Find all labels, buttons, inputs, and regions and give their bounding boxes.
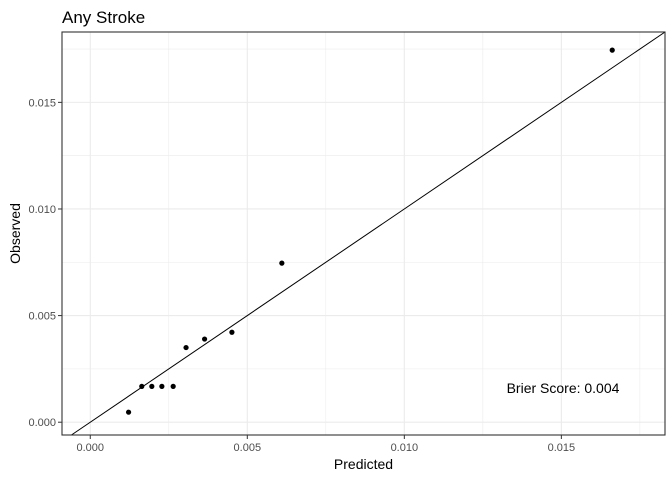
x-tick-label: 0.010: [391, 442, 419, 454]
data-point: [125, 409, 132, 415]
data-point: [170, 383, 176, 389]
brier-score-annotation: Brier Score: 0.004: [507, 380, 620, 396]
x-tick-label: 0.000: [77, 442, 105, 454]
data-point: [159, 383, 165, 389]
data-point: [183, 344, 189, 351]
data-point: [201, 336, 208, 342]
data-point: [229, 329, 235, 335]
x-axis-title: Predicted: [334, 456, 393, 472]
x-tick-label: 0.015: [548, 442, 576, 454]
grid-lines: [62, 32, 665, 435]
x-tick-label: 0.005: [234, 442, 262, 454]
y-axis-ticks: 0.000 0.005 0.010 0.015: [28, 97, 62, 429]
identity-line: [71, 31, 666, 436]
y-tick-label: 0.000: [28, 417, 56, 429]
data-points: [125, 47, 615, 415]
reference-line: [71, 31, 666, 436]
data-point: [279, 260, 285, 266]
data-point: [149, 383, 155, 389]
y-tick-label: 0.005: [28, 311, 56, 323]
data-point: [139, 383, 145, 389]
panel-border: [61, 31, 666, 436]
y-axis-title: Observed: [7, 203, 23, 264]
x-axis-ticks: 0.000 0.005 0.010 0.015: [77, 435, 576, 454]
chart-title: Any Stroke: [62, 8, 145, 27]
y-tick-label: 0.010: [28, 204, 56, 216]
y-tick-label: 0.015: [28, 97, 56, 109]
data-point: [609, 47, 615, 53]
